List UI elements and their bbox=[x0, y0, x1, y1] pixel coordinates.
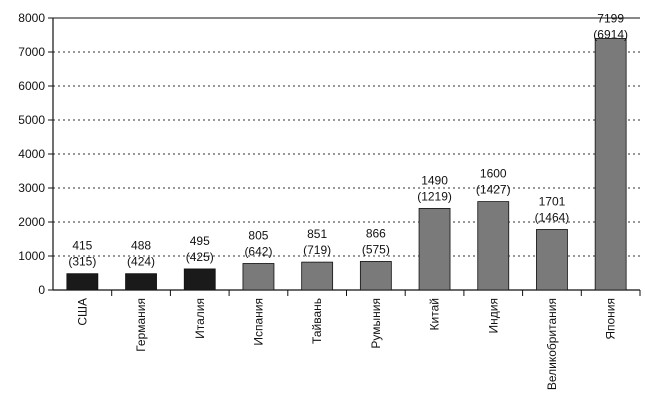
data-label-secondary: (425) bbox=[186, 250, 214, 264]
category-label: Румыния bbox=[369, 298, 383, 349]
category-label: Италия bbox=[193, 298, 207, 339]
bar bbox=[301, 261, 334, 291]
y-tick-label: 7000 bbox=[18, 45, 45, 59]
category-label: Испания bbox=[251, 298, 265, 346]
y-tick-label: 0 bbox=[38, 283, 45, 297]
y-tick-label: 2000 bbox=[18, 215, 45, 229]
y-tick-label: 3000 bbox=[18, 181, 45, 195]
category-label: Индия bbox=[486, 298, 500, 333]
bar bbox=[418, 207, 451, 291]
bar bbox=[536, 229, 568, 291]
data-label-secondary: (1219) bbox=[417, 189, 452, 203]
y-tick-label: 5000 bbox=[18, 113, 45, 127]
bar bbox=[359, 261, 392, 291]
data-label-primary: 866 bbox=[366, 226, 386, 240]
data-label-secondary: (575) bbox=[362, 242, 390, 256]
data-label-primary: 1600 bbox=[480, 167, 507, 181]
data-label-primary: 495 bbox=[190, 234, 210, 248]
category-label: Германия bbox=[134, 298, 148, 352]
bar bbox=[125, 273, 157, 291]
category-label: Тайвань bbox=[310, 298, 324, 344]
data-label-secondary: (1427) bbox=[476, 183, 511, 197]
data-label-primary: 805 bbox=[248, 228, 268, 242]
bar bbox=[477, 201, 510, 291]
category-label: США bbox=[75, 298, 89, 326]
category-label: Китай bbox=[428, 298, 442, 330]
bar bbox=[594, 38, 627, 291]
y-tick-label: 6000 bbox=[18, 79, 45, 93]
category-label: Япония bbox=[604, 298, 618, 340]
data-label-primary: 1490 bbox=[421, 173, 448, 187]
data-label-secondary: (642) bbox=[244, 244, 272, 258]
data-label-primary: 7199 bbox=[597, 11, 624, 25]
y-tick-label: 8000 bbox=[18, 11, 45, 25]
data-label-primary: 1701 bbox=[539, 194, 566, 208]
data-label-secondary: (424) bbox=[127, 255, 155, 269]
data-label-secondary: (315) bbox=[68, 255, 96, 269]
y-tick-label: 4000 bbox=[18, 147, 45, 161]
data-label-primary: 851 bbox=[307, 227, 327, 241]
data-label-primary: 488 bbox=[131, 239, 151, 253]
data-label-primary: 415 bbox=[72, 239, 92, 253]
data-label-secondary: (719) bbox=[303, 243, 331, 257]
bar bbox=[66, 273, 99, 291]
bar bbox=[242, 263, 275, 291]
category-label: Великобритания bbox=[545, 298, 559, 390]
data-label-secondary: (6914) bbox=[593, 27, 628, 41]
y-tick-label: 1000 bbox=[18, 249, 45, 263]
data-label-secondary: (1464) bbox=[535, 210, 570, 224]
bar bbox=[183, 268, 216, 291]
